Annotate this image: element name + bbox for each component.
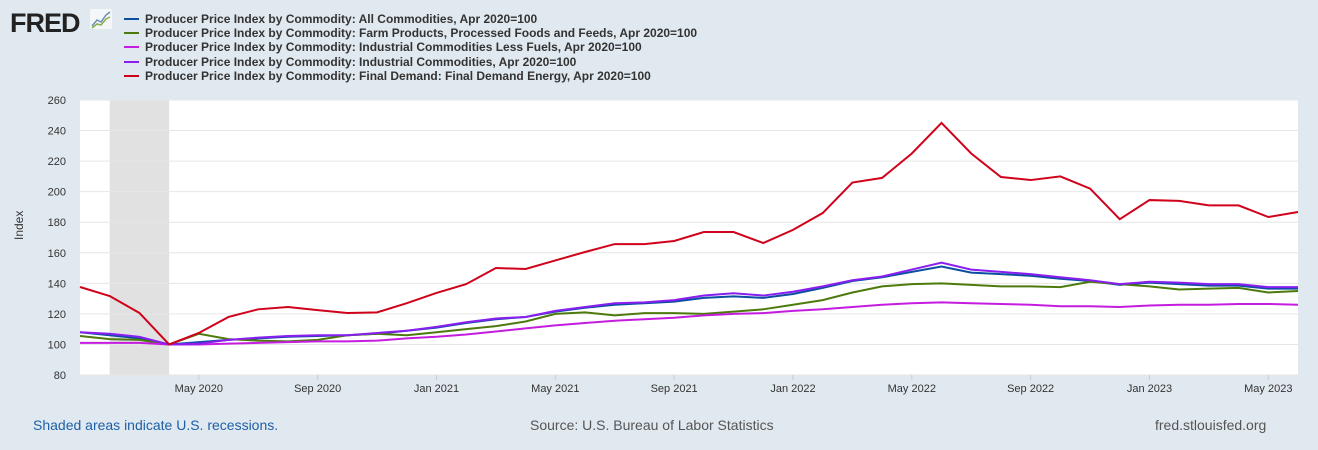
y-tick-label: 260	[48, 95, 66, 107]
y-tick-label: 200	[48, 187, 66, 199]
legend-label: Producer Price Index by Commodity: Final…	[145, 68, 651, 83]
series-line	[79, 261, 1298, 346]
x-tick-label: Jan 2022	[770, 383, 815, 395]
x-tick-label: Jan 2021	[414, 383, 459, 395]
x-tick-label: Sep 2020	[294, 383, 341, 395]
series-line	[79, 280, 1299, 346]
fred-logo[interactable]: FRED	[10, 8, 80, 38]
x-tick-label: May 2023	[1244, 383, 1292, 395]
x-tick-label: May 2020	[175, 383, 223, 395]
x-tick-label: May 2022	[888, 383, 936, 395]
source-text: Source: U.S. Bureau of Labor Statistics	[530, 417, 774, 433]
legend-item[interactable]: Producer Price Index by Commodity: Indus…	[124, 40, 697, 54]
site-url[interactable]: fred.stlouisfed.org	[1155, 417, 1267, 433]
recession-note-link[interactable]: Shaded areas indicate U.S. recessions.	[33, 417, 279, 433]
y-tick-label: 160	[48, 248, 66, 260]
legend: Producer Price Index by Commodity: All C…	[124, 12, 697, 83]
series-line	[79, 121, 1299, 346]
legend-label: Producer Price Index by Commodity: Indus…	[145, 54, 577, 69]
legend-swatch	[124, 60, 139, 63]
legend-swatch	[124, 18, 139, 21]
y-tick-label: 140	[48, 278, 66, 290]
x-tick-label: Jan 2023	[1127, 383, 1172, 395]
y-tick-label: 120	[48, 309, 66, 321]
x-tick-label: Sep 2022	[1007, 383, 1054, 395]
legend-swatch	[124, 32, 139, 35]
legend-item[interactable]: Producer Price Index by Commodity: All C…	[124, 12, 697, 26]
y-tick-label: 240	[48, 126, 66, 138]
legend-item[interactable]: Producer Price Index by Commodity: Indus…	[124, 55, 697, 69]
y-tick-label: 80	[54, 370, 66, 382]
y-tick-label: 100	[48, 339, 66, 351]
fred-chart-logo-icon	[90, 9, 112, 29]
x-tick-label: May 2021	[531, 383, 579, 395]
legend-label: Producer Price Index by Commodity: Indus…	[145, 40, 642, 55]
legend-item[interactable]: Producer Price Index by Commodity: Final…	[124, 69, 697, 83]
legend-item[interactable]: Producer Price Index by Commodity: Farm …	[124, 26, 697, 40]
y-tick-label: 220	[48, 156, 66, 168]
series-line	[80, 301, 1299, 346]
y-tick-label: 180	[48, 217, 66, 229]
legend-label: Producer Price Index by Commodity: Farm …	[145, 26, 698, 41]
x-tick-label: Sep 2021	[651, 383, 698, 395]
legend-swatch	[124, 74, 139, 77]
legend-label: Producer Price Index by Commodity: All C…	[145, 12, 538, 27]
legend-swatch	[124, 46, 139, 49]
recession-shading	[109, 100, 170, 375]
